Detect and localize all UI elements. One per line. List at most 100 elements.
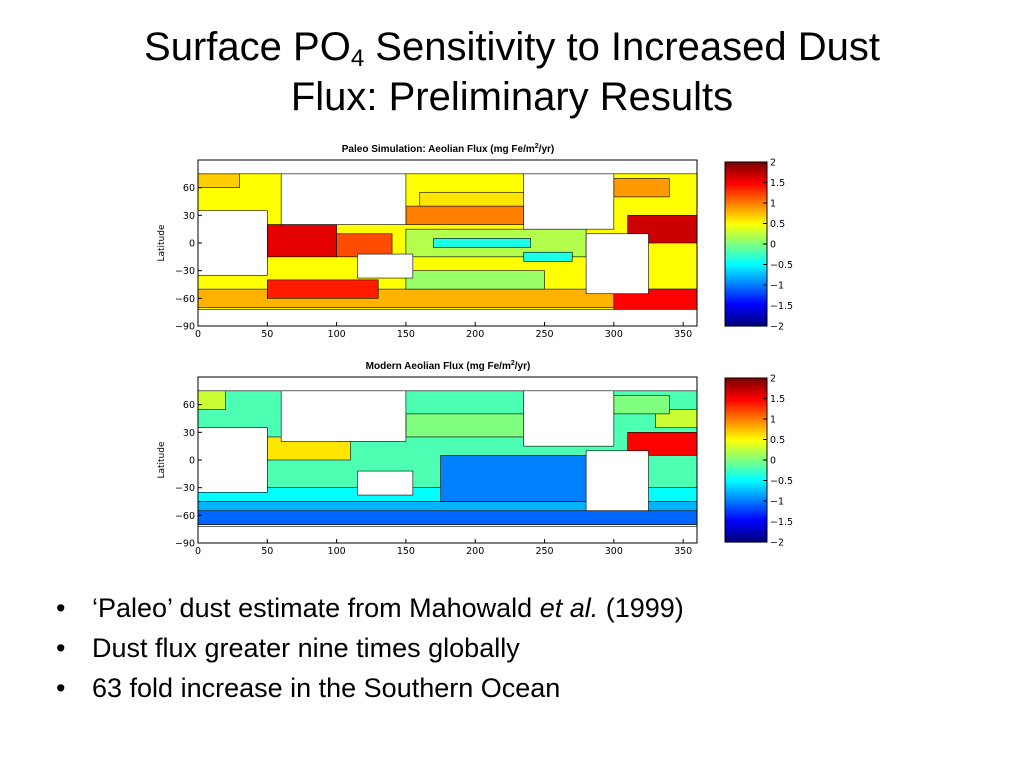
colorbar-step xyxy=(725,308,767,312)
colorbar-step xyxy=(725,190,767,194)
colorbar-step xyxy=(725,200,767,204)
colorbar-step xyxy=(725,203,767,207)
y-tick-label: −30 xyxy=(175,266,195,277)
colorbar-step xyxy=(725,236,767,240)
colorbar-tick-label: 2 xyxy=(770,158,776,169)
land-mask xyxy=(198,210,268,276)
colorbar-step xyxy=(725,205,767,209)
x-tick-label: 50 xyxy=(261,329,273,340)
bullet-dot: • xyxy=(56,633,66,663)
bullet-3-text: 63 fold increase in the Southern Ocean xyxy=(92,673,561,703)
contour-region xyxy=(433,238,531,248)
x-tick-label: 100 xyxy=(328,329,346,340)
bullet-item: • 63 fold increase in the Southern Ocean xyxy=(56,668,684,708)
colorbar-tick-label: −0.5 xyxy=(770,260,793,271)
y-tick-label: −60 xyxy=(175,294,195,305)
colorbar-step xyxy=(725,302,767,307)
colorbar-step xyxy=(725,269,767,273)
colorbar-step xyxy=(725,300,767,304)
title-text-part2: Sensitivity to Increased Dust xyxy=(364,25,880,69)
colorbar-step xyxy=(725,249,767,253)
colorbar-step xyxy=(725,261,767,266)
colorbar-step xyxy=(725,208,767,212)
colorbar-step xyxy=(725,254,767,258)
colorbar-step xyxy=(725,177,767,181)
contour-region xyxy=(613,178,670,198)
bullet-dot: • xyxy=(56,673,66,703)
colorbar-tick-label: −2 xyxy=(770,322,784,333)
colorbar-step xyxy=(725,238,767,243)
contour-region xyxy=(198,173,240,188)
colorbar-step xyxy=(725,277,767,281)
panel-2-title: Modern Aeolian Flux (mg Fe/m2/yr) xyxy=(198,360,698,372)
contour-region xyxy=(419,191,531,207)
colorbar-step xyxy=(725,182,767,186)
land-mask xyxy=(585,233,649,295)
colorbar-step xyxy=(725,305,767,309)
colorbar-step xyxy=(725,218,767,222)
y-tick-label: 60 xyxy=(183,183,195,194)
colorbar-step xyxy=(725,292,767,296)
land-mask xyxy=(198,309,697,326)
bullet-dot: • xyxy=(56,593,66,623)
colorbar-step xyxy=(725,185,767,189)
colorbar-step xyxy=(725,215,767,219)
bullet-item: • Dust flux greater nine times globally xyxy=(56,628,684,668)
land-mask xyxy=(280,173,407,225)
colorbar-step xyxy=(725,313,767,317)
colorbar-step xyxy=(725,195,767,199)
land-mask xyxy=(523,173,615,230)
colorbar-tick-label: −1.5 xyxy=(770,301,793,312)
colorbar-step xyxy=(725,172,767,176)
panel-1-title-text: Paleo Simulation: Aeolian Flux (mg Fe/m xyxy=(341,144,535,155)
colorbar-step xyxy=(725,162,767,166)
colorbar-step xyxy=(725,282,767,286)
panel-1-title-tail: /yr) xyxy=(538,144,555,155)
slide-title: Surface PO4 Sensitivity to Increased Dus… xyxy=(0,22,1024,122)
colorbar-step xyxy=(725,274,767,278)
colorbar-step xyxy=(725,187,767,191)
colorbar-step xyxy=(725,241,767,245)
land-mask xyxy=(357,253,414,279)
colorbar-tick-label: 0 xyxy=(770,240,776,251)
y-axis-label: Latitude xyxy=(157,224,167,262)
colorbar-step xyxy=(725,228,767,232)
panel-2-title-tail: /yr) xyxy=(514,361,531,372)
colorbar-step xyxy=(725,226,767,230)
colorbar-step xyxy=(725,210,767,214)
bullet-1-text: ‘Paleo’ dust estimate from Mahowald xyxy=(92,593,540,623)
panel-1-title-sup: 2 xyxy=(534,143,539,150)
colorbar-step xyxy=(725,285,767,289)
x-tick-label: 250 xyxy=(535,329,553,340)
title-subscript: 4 xyxy=(350,45,365,72)
x-tick-label: 200 xyxy=(466,329,484,340)
panel-1-title: Paleo Simulation: Aeolian Flux (mg Fe/m2… xyxy=(198,143,698,155)
panel-2-title-text: Modern Aeolian Flux (mg Fe/m xyxy=(365,361,511,372)
contour-region xyxy=(523,251,573,262)
y-tick-label: −90 xyxy=(175,322,195,333)
colorbar-tick-label: −1 xyxy=(770,281,784,292)
colorbar-step xyxy=(725,272,767,276)
colorbar-step xyxy=(725,169,767,173)
colorbar-step xyxy=(725,197,767,202)
colorbar-step xyxy=(725,174,767,178)
colorbar-tick-label: 0.5 xyxy=(770,219,785,230)
colorbar-step xyxy=(725,244,767,248)
colorbar-step xyxy=(725,318,767,322)
contour-region xyxy=(267,279,379,299)
title-text-part1: Surface PO xyxy=(144,25,351,69)
colorbar-step xyxy=(725,264,767,268)
colorbar-step xyxy=(725,233,767,237)
colorbar-step xyxy=(725,295,767,299)
colorbar-step xyxy=(725,231,767,235)
panel-2-title-sup: 2 xyxy=(510,360,515,367)
colorbar-step xyxy=(725,279,767,284)
contour-region xyxy=(336,233,393,258)
colorbar-step xyxy=(725,251,767,255)
y-tick-label: 30 xyxy=(183,211,195,222)
title-line-2: Flux: Preliminary Results xyxy=(290,75,734,119)
colorbar-step xyxy=(725,315,767,319)
colorbar-step xyxy=(725,246,767,250)
colorbar-step xyxy=(725,213,767,217)
